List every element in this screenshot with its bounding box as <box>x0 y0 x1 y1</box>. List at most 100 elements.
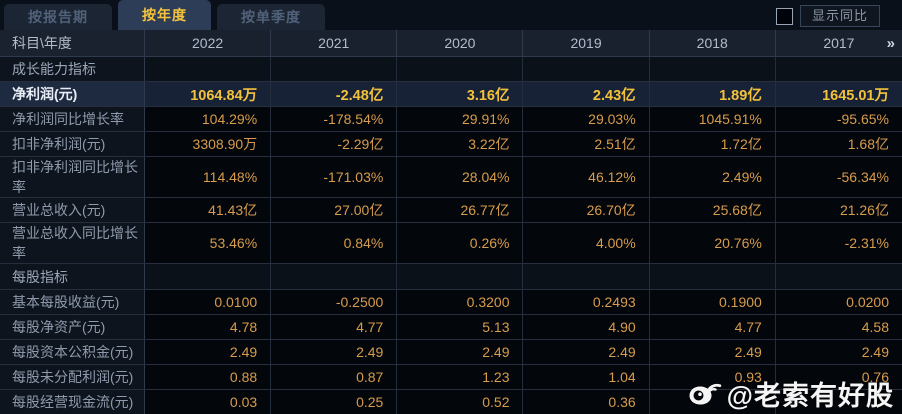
value-cell: 0.84% <box>271 223 398 264</box>
value-cell: 1.89亿 <box>649 82 776 107</box>
value-cell: 2.49 <box>775 339 902 364</box>
value-cell: 4.90 <box>523 314 650 339</box>
empty-cell <box>649 57 776 82</box>
value-cell: 53.46% <box>145 223 272 264</box>
value-cell: 4.58 <box>775 314 902 339</box>
value-cell: 46.12% <box>523 157 650 198</box>
value-cell: 28.04% <box>397 157 524 198</box>
value-cell: 2.43亿 <box>523 82 650 107</box>
more-years-chevron-icon[interactable]: » <box>886 35 895 52</box>
value-cell: 29.91% <box>397 107 524 132</box>
row-label: 净利润(元) <box>0 82 145 107</box>
value-cell: 41.43亿 <box>145 198 272 223</box>
value-cell: 5.13 <box>397 314 524 339</box>
value-cell: 2.49 <box>397 339 524 364</box>
section-row: 成长能力指标 <box>0 57 902 83</box>
empty-cell <box>271 57 398 82</box>
value-cell: 0.93 <box>649 364 776 389</box>
value-cell: 0.88 <box>145 364 272 389</box>
tab-by-year[interactable]: 按年度 <box>118 0 211 30</box>
value-cell: 1.23 <box>397 364 524 389</box>
value-cell: 0.2493 <box>523 289 650 314</box>
value-cell: 2.49 <box>523 339 650 364</box>
empty-cell <box>775 264 902 289</box>
value-cell: 1.68亿 <box>775 132 902 157</box>
value-cell: 2.49 <box>145 339 272 364</box>
value-cell: 1.04 <box>523 364 650 389</box>
period-tabbar: 按报告期 按年度 按单季度 显示同比 <box>0 0 902 30</box>
value-cell: 3.22亿 <box>397 132 524 157</box>
show-yoy-checkbox[interactable] <box>775 7 793 25</box>
show-yoy-label[interactable]: 显示同比 <box>799 5 880 27</box>
value-cell: 1064.84万 <box>145 82 272 107</box>
tab-by-single-quarter[interactable]: 按单季度 <box>217 4 325 30</box>
row-label: 每股资本公积金(元) <box>0 339 145 364</box>
value-cell: 0.03 <box>145 389 272 414</box>
value-cell: 0.3200 <box>397 289 524 314</box>
empty-cell <box>145 57 272 82</box>
value-cell: 27.00亿 <box>271 198 398 223</box>
table-row: 净利润同比增长率 104.29% -178.54% 29.91% 29.03% 1045.… <box>0 107 902 133</box>
value-cell: 3.16亿 <box>397 82 524 107</box>
value-cell: 26.70亿 <box>523 198 650 223</box>
value-cell: 4.00% <box>523 223 650 264</box>
table-row: 每股资本公积金(元) 2.49 2.49 2.49 2.49 2.49 2.49 <box>0 339 902 365</box>
value-cell: 0.36 <box>523 389 650 414</box>
value-cell: 0.0200 <box>775 289 902 314</box>
year-column-header[interactable]: 2020 <box>397 30 524 56</box>
value-cell: 0.52 <box>397 389 524 414</box>
row-label: 每股净资产(元) <box>0 314 145 339</box>
value-cell <box>649 389 776 414</box>
row-label: 扣非净利润同比增长率 <box>0 157 145 198</box>
value-cell: 3308.90万 <box>145 132 272 157</box>
row-label: 每股经营现金流(元) <box>0 389 145 414</box>
empty-cell <box>271 264 398 289</box>
value-cell: 2.51亿 <box>523 132 650 157</box>
year-column-header[interactable]: 2018 <box>650 30 776 56</box>
row-label: 成长能力指标 <box>0 57 145 82</box>
value-cell: 0.25 <box>271 389 398 414</box>
value-cell: 4.77 <box>649 314 776 339</box>
value-cell: 2.49% <box>649 157 776 198</box>
value-cell: 0.0100 <box>145 289 272 314</box>
value-cell: 1.72亿 <box>649 132 776 157</box>
value-cell: 114.48% <box>145 157 272 198</box>
value-cell: -171.03% <box>271 157 398 198</box>
table-row: 每股经营现金流(元) 0.03 0.25 0.52 0.36 <box>0 389 902 414</box>
section-row: 每股指标 <box>0 264 902 290</box>
row-label: 营业总收入同比增长率 <box>0 223 145 264</box>
value-cell: 4.77 <box>271 314 398 339</box>
value-cell: -2.48亿 <box>271 82 398 107</box>
row-label: 营业总收入(元) <box>0 198 145 223</box>
value-cell: -0.2500 <box>271 289 398 314</box>
value-cell: 2.49 <box>649 339 776 364</box>
table-row: 净利润(元) 1064.84万 -2.48亿 3.16亿 2.43亿 1.89亿 1645.… <box>0 82 902 108</box>
empty-cell <box>397 57 524 82</box>
value-cell: 20.76% <box>649 223 776 264</box>
value-cell: 21.26亿 <box>775 198 902 223</box>
value-cell: 29.03% <box>523 107 650 132</box>
table-row: 营业总收入(元) 41.43亿 27.00亿 26.77亿 26.70亿 25.68亿 21… <box>0 198 902 224</box>
year-column-header[interactable]: 2019 <box>523 30 650 56</box>
value-cell: -95.65% <box>775 107 902 132</box>
year-column-header[interactable]: 2022 <box>145 30 272 56</box>
year-column-header[interactable]: 2021 <box>271 30 398 56</box>
row-label: 基本每股收益(元) <box>0 289 145 314</box>
value-cell: -2.29亿 <box>271 132 398 157</box>
tab-by-report-period[interactable]: 按报告期 <box>4 4 112 30</box>
table-row: 营业总收入同比增长率 53.46% 0.84% 0.26% 4.00% 20.76% -2.… <box>0 223 902 265</box>
table-row: 每股未分配利润(元) 0.88 0.87 1.23 1.04 0.93 0.76 <box>0 364 902 390</box>
value-cell: 0.26% <box>397 223 524 264</box>
empty-cell <box>397 264 524 289</box>
empty-cell <box>649 264 776 289</box>
value-cell: 1045.91% <box>649 107 776 132</box>
value-cell: 2.49 <box>271 339 398 364</box>
empty-cell <box>145 264 272 289</box>
row-label: 净利润同比增长率 <box>0 107 145 132</box>
table-header-row: 科目\年度 2022 2021 2020 2019 2018 2017 <box>0 30 902 57</box>
value-cell: 0.87 <box>271 364 398 389</box>
table-row: 扣非净利润同比增长率 114.48% -171.03% 28.04% 46.12% 2.4… <box>0 157 902 199</box>
year-column-header[interactable]: 2017 <box>823 35 855 51</box>
empty-cell <box>523 57 650 82</box>
